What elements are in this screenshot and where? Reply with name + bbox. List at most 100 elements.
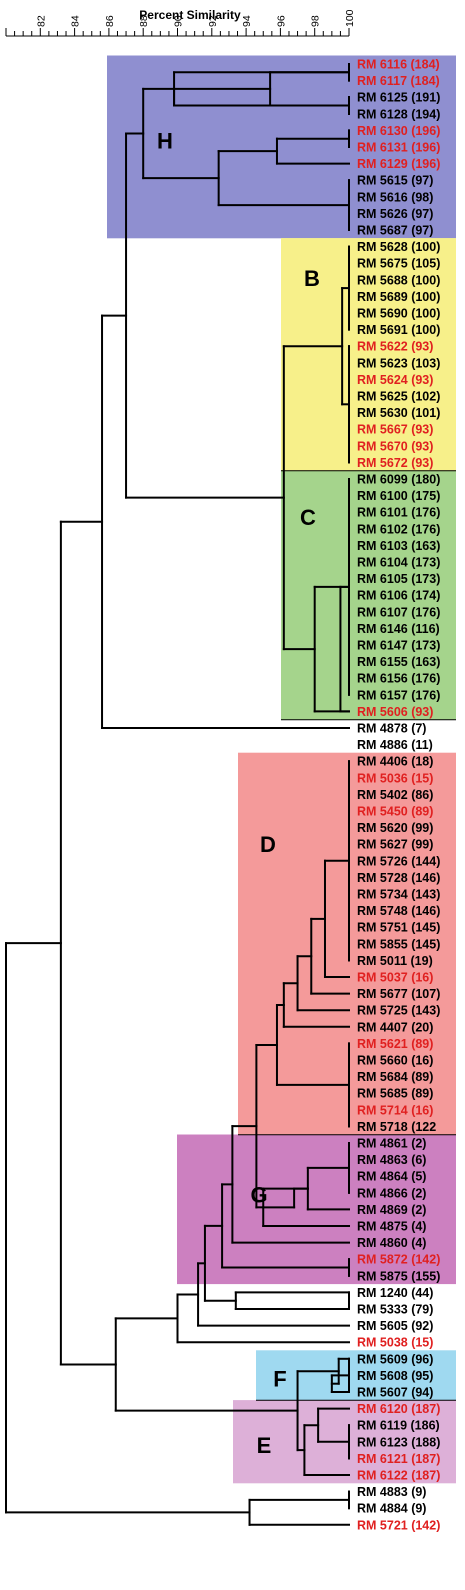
- leaf-label: RM 5718 (122: [357, 1120, 436, 1134]
- leaf-label: RM 5689 (100): [357, 290, 440, 304]
- leaf-label: RM 5751 (145): [357, 921, 440, 935]
- leaf-label: RM 6146 (116): [357, 622, 440, 636]
- leaf-label: RM 5626 (97): [357, 207, 433, 221]
- leaf-label: RM 5620 (99): [357, 821, 433, 835]
- group-box-c: [281, 470, 456, 720]
- leaf-label: RM 4861 (2): [357, 1137, 426, 1151]
- group-box-h: [107, 55, 456, 239]
- leaf-label: RM 5748 (146): [357, 904, 440, 918]
- leaf-label: RM 6131 (196): [357, 141, 440, 155]
- leaf-label: RM 6125 (191): [357, 91, 440, 105]
- leaf-label: RM 5608 (95): [357, 1369, 433, 1383]
- leaf-label: RM 4860 (4): [357, 1236, 426, 1250]
- leaf-label: RM 5684 (89): [357, 1070, 433, 1084]
- leaf-label: RM 5691 (100): [357, 323, 440, 337]
- leaf-label: RM 5036 (15): [357, 771, 433, 785]
- group-box-f: [256, 1350, 456, 1401]
- tick-label: 94: [241, 15, 253, 27]
- tick-label: 84: [70, 15, 82, 27]
- leaf-label: RM 6103 (163): [357, 539, 440, 553]
- tick-label: 98: [310, 15, 322, 27]
- tree-branches: [5, 63, 350, 1526]
- leaf-label: RM 5450 (89): [357, 805, 433, 819]
- tick-label: 92: [207, 15, 219, 27]
- leaf-label: RM 6147 (173): [357, 639, 440, 653]
- leaf-label: RM 5688 (100): [357, 273, 440, 287]
- tick-label: 90: [173, 15, 185, 27]
- leaf-label: RM 6128 (194): [357, 107, 440, 121]
- leaf-label: RM 1240 (44): [357, 1286, 433, 1300]
- leaf-labels: RM 6116 (184) RM 6117 (184) RM 6125 (191) R…: [357, 58, 440, 1533]
- leaf-label: RM 6122 (187): [357, 1469, 440, 1483]
- axis-title: Percent Similarity: [139, 8, 241, 22]
- group-box-b: [281, 238, 456, 471]
- leaf-label: RM 5628 (100): [357, 240, 440, 254]
- leaf-label: RM 4863 (6): [357, 1153, 426, 1167]
- leaf-label: RM 6100 (175): [357, 489, 440, 503]
- leaf-label: RM 5038 (15): [357, 1336, 433, 1350]
- leaf-label: RM 5615 (97): [357, 174, 433, 188]
- leaf-label: RM 4875 (4): [357, 1220, 426, 1234]
- leaf-label: RM 5011 (19): [357, 954, 433, 968]
- leaf-label: RM 5728 (146): [357, 871, 440, 885]
- leaf-label: RM 4883 (9): [357, 1485, 426, 1499]
- leaf-label: RM 4878 (7): [357, 722, 426, 736]
- leaf-label: RM 6155 (163): [357, 655, 440, 669]
- leaf-label: RM 5672 (93): [357, 456, 433, 470]
- leaf-label: RM 6129 (196): [357, 157, 440, 171]
- leaf-label: RM 6107 (176): [357, 605, 440, 619]
- leaf-label: RM 4407 (20): [357, 1020, 433, 1034]
- leaf-label: RM 5714 (16): [357, 1103, 433, 1117]
- leaf-label: RM 4406 (18): [357, 755, 433, 769]
- leaf-label: RM 6104 (173): [357, 556, 440, 570]
- leaf-label: RM 5402 (86): [357, 788, 433, 802]
- leaf-label: RM 6117 (184): [357, 74, 440, 88]
- group-label-b: B: [304, 266, 320, 291]
- leaf-label: RM 4866 (2): [357, 1186, 426, 1200]
- leaf-label: RM 6121 (187): [357, 1452, 440, 1466]
- leaf-label: RM 6120 (187): [357, 1402, 440, 1416]
- leaf-label: RM 5734 (143): [357, 888, 440, 902]
- tick-label: 88: [138, 15, 150, 27]
- group-label-e: E: [257, 1433, 272, 1458]
- leaf-label: RM 5622 (93): [357, 340, 433, 354]
- leaf-label: RM 4884 (9): [357, 1502, 426, 1516]
- leaf-label: RM 5675 (105): [357, 257, 440, 271]
- tick-label: 100: [344, 9, 356, 27]
- tick-label: 86: [104, 15, 116, 27]
- leaf-label: RM 6123 (188): [357, 1435, 440, 1449]
- leaf-label: RM 5725 (143): [357, 1004, 440, 1018]
- leaf-label: RM 5690 (100): [357, 307, 440, 321]
- leaf-label: RM 6099 (180): [357, 473, 440, 487]
- leaf-label: RM 5875 (155): [357, 1269, 440, 1283]
- leaf-label: RM 5726 (144): [357, 854, 440, 868]
- leaf-label: RM 5605 (92): [357, 1319, 433, 1333]
- tick-label: 96: [275, 15, 287, 27]
- group-box-d: [238, 752, 456, 1135]
- leaf-label: RM 5685 (89): [357, 1087, 433, 1101]
- leaf-label: RM 5621 (89): [357, 1037, 433, 1051]
- leaf-label: RM 5855 (145): [357, 937, 440, 951]
- leaf-label: RM 4864 (5): [357, 1170, 426, 1184]
- leaf-label: RM 6102 (176): [357, 522, 440, 536]
- group-label-g: G: [250, 1182, 267, 1207]
- similarity-axis: Percent Similarity 82 84 86 88 90 92 94 96 98 100: [5, 8, 356, 37]
- leaf-label: RM 5606 (93): [357, 705, 433, 719]
- leaf-label: RM 4869 (2): [357, 1203, 426, 1217]
- leaf-label: RM 6101 (176): [357, 506, 440, 520]
- leaf-label: RM 5721 (142): [357, 1518, 440, 1532]
- leaf-label: RM 5607 (94): [357, 1386, 433, 1400]
- leaf-label: RM 6156 (176): [357, 672, 440, 686]
- leaf-label: RM 6119 (186): [357, 1419, 440, 1433]
- leaf-label: RM 5667 (93): [357, 423, 433, 437]
- leaf-label: RM 5616 (98): [357, 190, 433, 204]
- leaf-label: RM 5677 (107): [357, 987, 440, 1001]
- group-label-h: H: [157, 128, 173, 153]
- leaf-label: RM 5624 (93): [357, 373, 433, 387]
- leaf-label: RM 6105 (173): [357, 572, 440, 586]
- leaf-label: RM 5670 (93): [357, 439, 433, 453]
- leaf-label: RM 6106 (174): [357, 589, 440, 603]
- group-labels: H B C D G F E: [157, 128, 320, 1458]
- leaf-label: RM 6116 (184): [357, 58, 440, 72]
